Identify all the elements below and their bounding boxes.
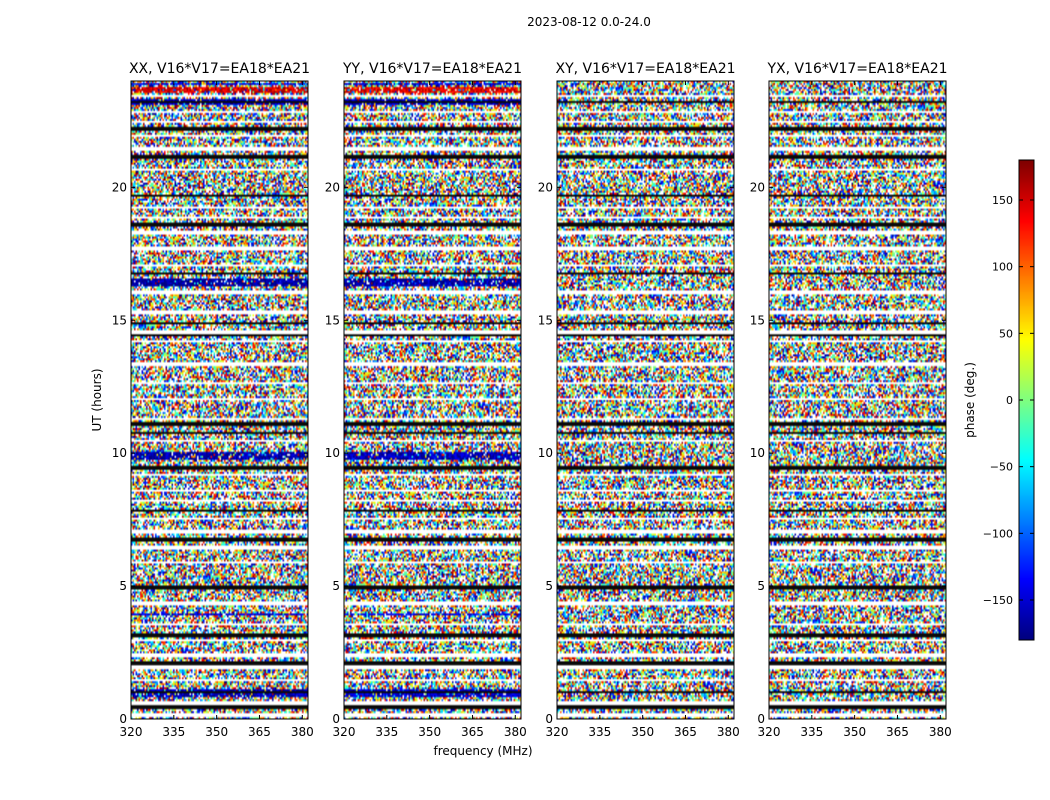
- colorbar-tick-label: −150: [983, 594, 1013, 607]
- panels-group: XX, V16*V17=EA18*EA21 320 335 350 365 380 0 5 10…: [112, 61, 952, 739]
- y-tick-label: 10: [538, 446, 553, 460]
- y-tick-label: 5: [757, 579, 765, 593]
- x-tick-label: 335: [375, 725, 398, 739]
- y-tick-label: 5: [332, 579, 340, 593]
- colorbar-label: phase (deg.): [963, 362, 977, 438]
- x-tick-label: 320: [120, 725, 143, 739]
- y-tick-label: 20: [538, 180, 553, 194]
- y-tick-label: 0: [119, 712, 127, 726]
- colorbar-tick-label: 100: [992, 261, 1013, 274]
- x-tick-label: 365: [248, 725, 271, 739]
- x-tick-label: 320: [758, 725, 781, 739]
- y-tick-label: 15: [538, 313, 553, 327]
- x-tick-label: 350: [418, 725, 441, 739]
- y-tick-label: 5: [545, 579, 553, 593]
- x-tick-label: 320: [546, 725, 569, 739]
- plot-frame: [768, 80, 947, 720]
- panel-yx: YX, V16*V17=EA18*EA21 320 335 350 365 380 0 5 10…: [750, 61, 952, 739]
- colorbar-tick-label: 150: [992, 194, 1013, 207]
- panel-title: YY, V16*V17=EA18*EA21: [342, 61, 522, 77]
- x-axis-label: frequency (MHz): [433, 744, 532, 758]
- x-tick-label: 380: [717, 725, 740, 739]
- panel-title: YX, V16*V17=EA18*EA21: [766, 61, 947, 77]
- y-tick-label: 15: [750, 313, 765, 327]
- panel-xy: XY, V16*V17=EA18*EA21 320 335 350 365 380 0 5 10…: [538, 61, 740, 739]
- y-tick-label: 10: [112, 446, 127, 460]
- panel-title: XX, V16*V17=EA18*EA21: [129, 61, 310, 77]
- y-tick-label: 0: [545, 712, 553, 726]
- x-tick-label: 320: [333, 725, 356, 739]
- x-tick-label: 335: [588, 725, 611, 739]
- colorbar-gradient: [1019, 160, 1034, 640]
- x-tick-label: 335: [800, 725, 823, 739]
- plot-frame: [130, 80, 309, 720]
- x-tick-label: 380: [291, 725, 314, 739]
- colorbar-tick-label: −100: [983, 527, 1013, 540]
- plot-frame: [556, 80, 735, 720]
- y-tick-label: 20: [112, 180, 127, 194]
- panel-yy: YY, V16*V17=EA18*EA21 320 335 350 365 380 0 5 10…: [325, 61, 527, 739]
- x-tick-label: 335: [162, 725, 185, 739]
- x-tick-label: 350: [843, 725, 866, 739]
- heatmap-image-xx: [131, 81, 308, 719]
- figure-title: 2023-08-12 0.0-24.0: [527, 15, 651, 29]
- x-tick-label: 365: [461, 725, 484, 739]
- x-tick-label: 350: [631, 725, 654, 739]
- y-tick-label: 0: [332, 712, 340, 726]
- x-tick-label: 380: [929, 725, 952, 739]
- y-tick-label: 20: [325, 180, 340, 194]
- y-axis-label: UT (hours): [90, 368, 104, 431]
- heatmap-image-yx: [769, 81, 946, 719]
- x-tick-label: 350: [205, 725, 228, 739]
- plot-frame: [343, 80, 522, 720]
- x-tick-label: 365: [674, 725, 697, 739]
- heatmap-image-xy: [557, 81, 734, 719]
- heatmap-image-yy: [344, 81, 521, 719]
- colorbar-tick-label: 0: [1006, 394, 1013, 407]
- y-tick-label: 10: [750, 446, 765, 460]
- x-tick-label: 380: [504, 725, 527, 739]
- panel-xx: XX, V16*V17=EA18*EA21 320 335 350 365 380 0 5 10…: [112, 61, 314, 739]
- y-tick-label: 20: [750, 180, 765, 194]
- panel-title: XY, V16*V17=EA18*EA21: [555, 61, 735, 77]
- colorbar: 150 100 50 0 −50 −100 −150 phase (deg.): [963, 159, 1035, 641]
- colorbar-tick-label: −50: [990, 461, 1013, 474]
- y-tick-label: 15: [112, 313, 127, 327]
- y-tick-label: 5: [119, 579, 127, 593]
- x-tick-label: 365: [886, 725, 909, 739]
- y-tick-label: 0: [757, 712, 765, 726]
- y-tick-label: 15: [325, 313, 340, 327]
- y-tick-label: 10: [325, 446, 340, 460]
- colorbar-tick-label: 50: [999, 327, 1013, 340]
